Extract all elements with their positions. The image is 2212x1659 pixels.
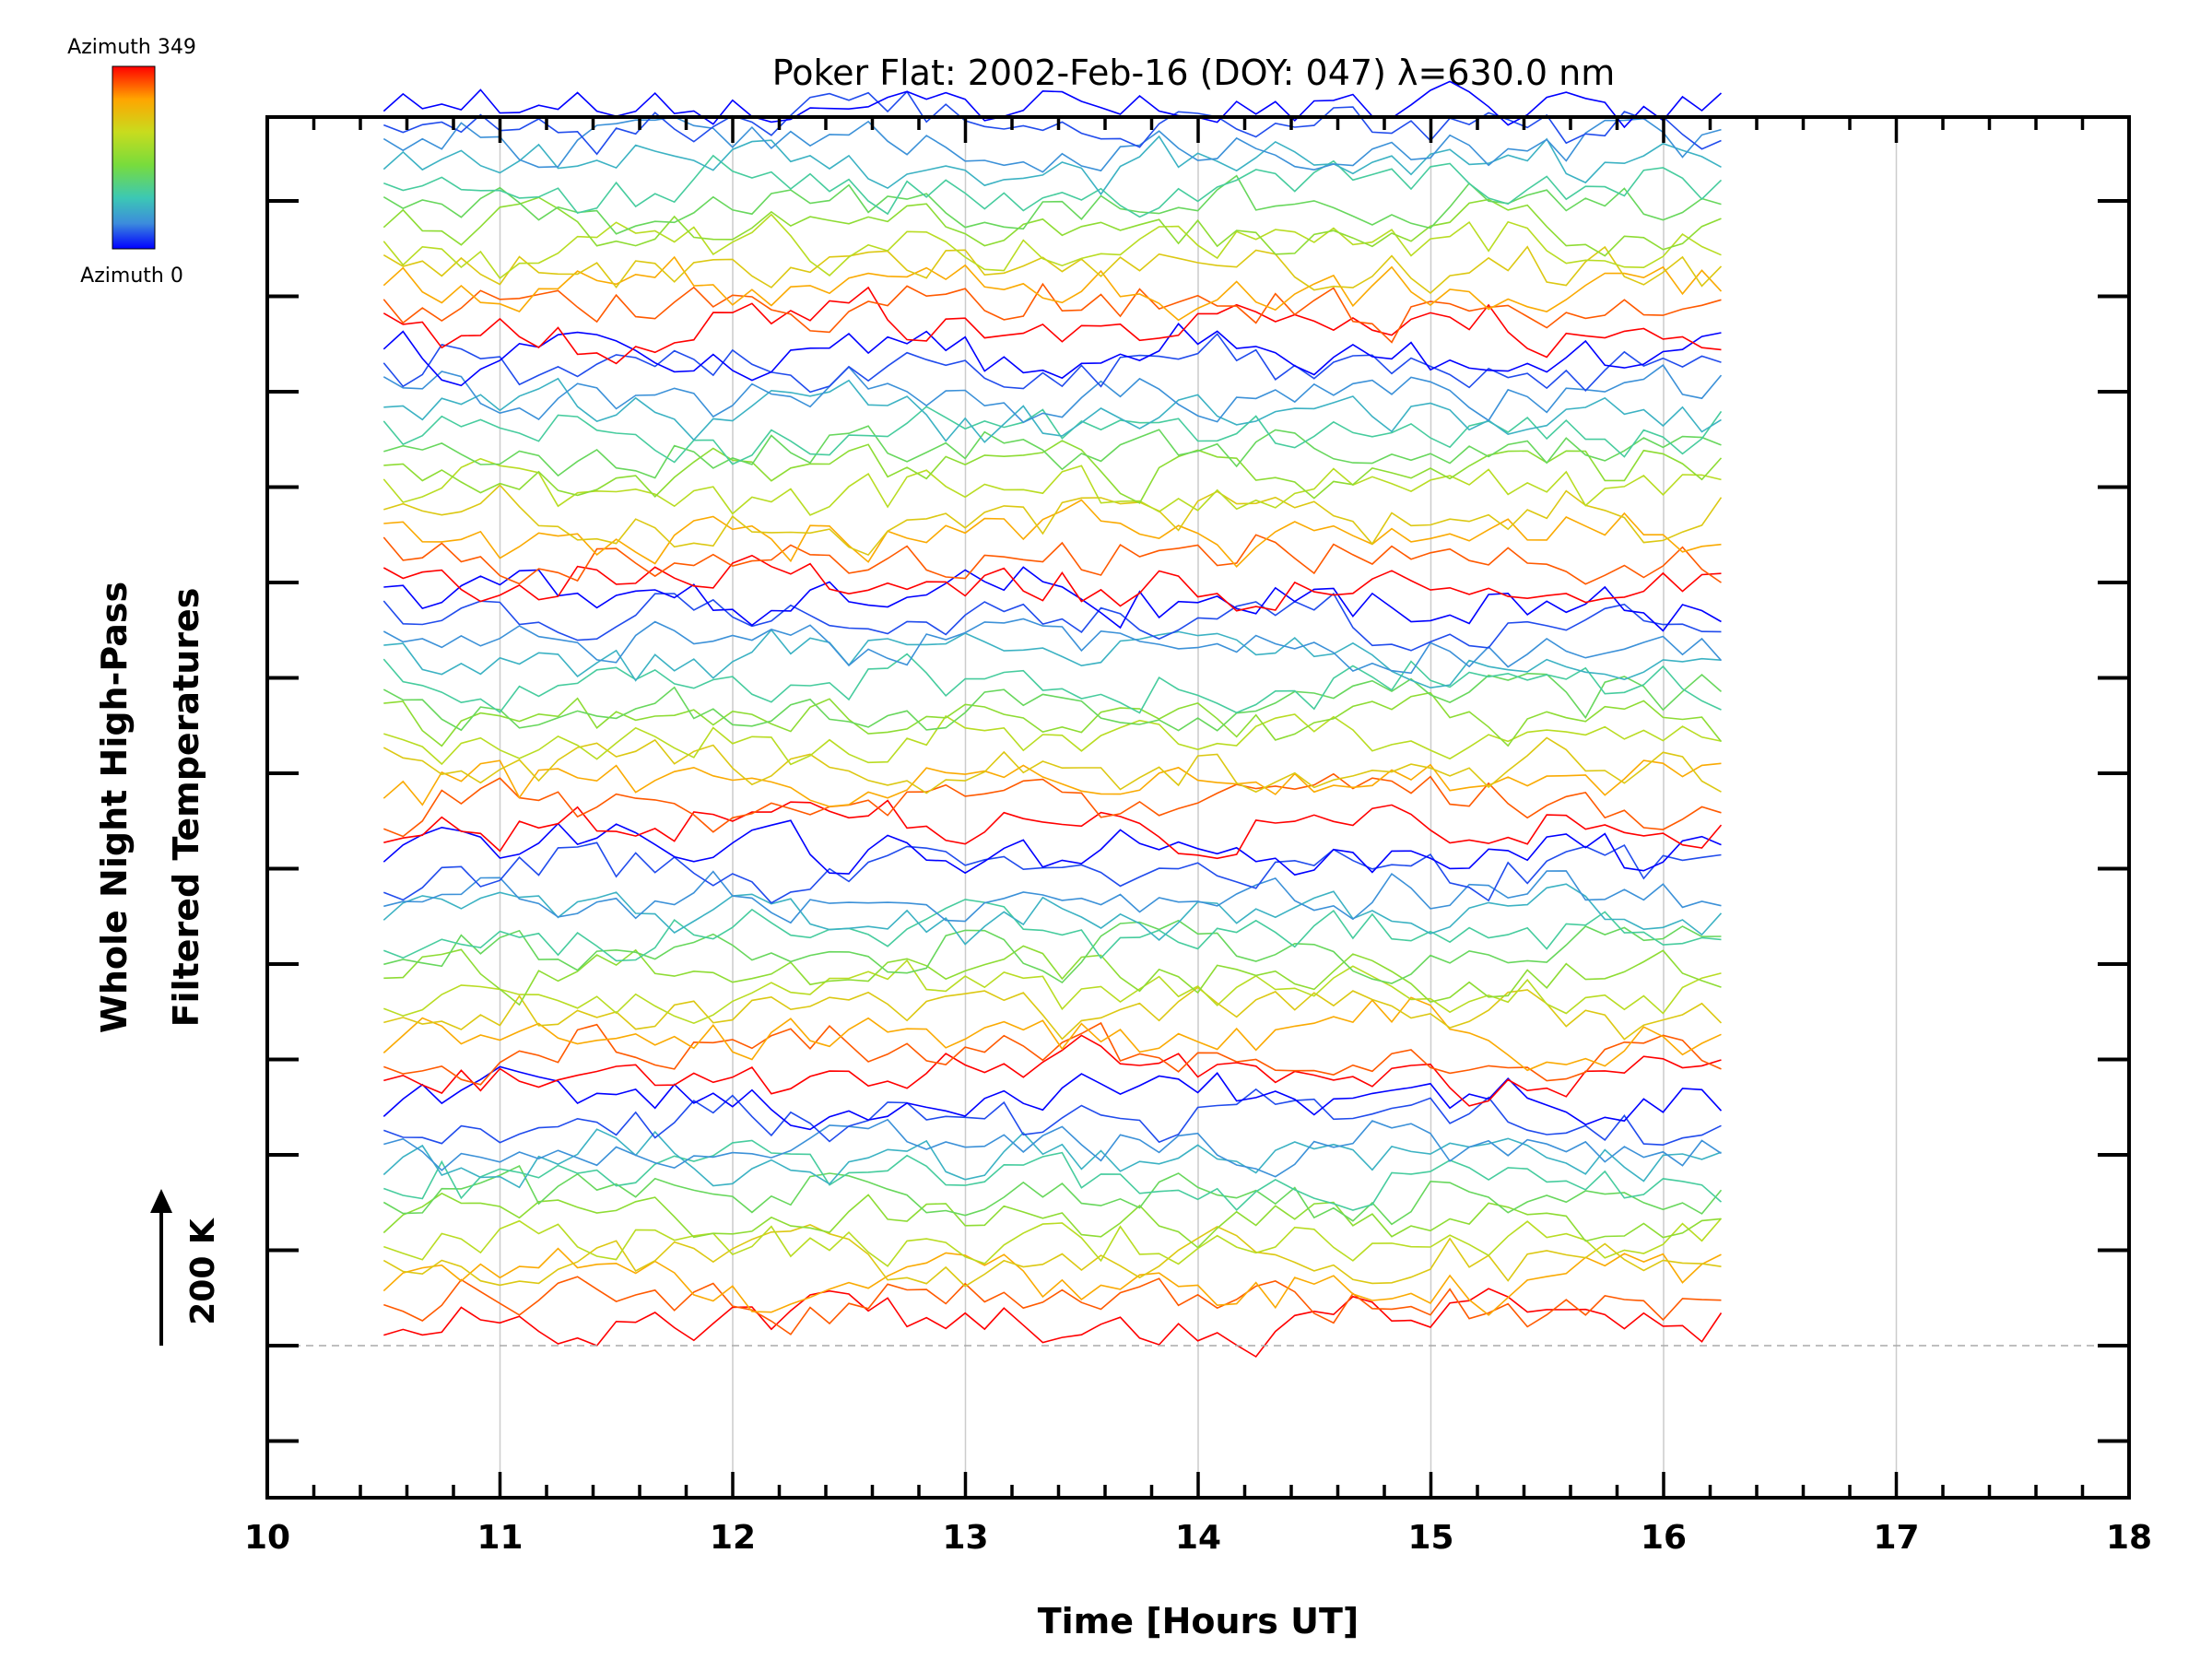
y-axis-label-line1: Whole Night High-Pass — [94, 582, 135, 1033]
series-layer — [382, 80, 1723, 1359]
scale-bar-arrowhead — [150, 1189, 172, 1213]
series-line — [383, 870, 1722, 924]
series-line — [383, 499, 1722, 568]
series-line — [383, 945, 1722, 1006]
x-tick-label: 16 — [1641, 1519, 1687, 1557]
series-line — [382, 196, 1722, 257]
series-line — [382, 534, 1722, 585]
series-line — [383, 484, 1723, 557]
x-tick-label: 18 — [2106, 1519, 2152, 1557]
series-line — [382, 457, 1722, 516]
series-line — [383, 1034, 1722, 1107]
series-line — [382, 174, 1722, 235]
series-line — [382, 1065, 1723, 1131]
x-tick-label: 13 — [942, 1519, 988, 1557]
series-line — [382, 1164, 1723, 1226]
series-line — [382, 592, 1722, 652]
series-line — [382, 996, 1722, 1072]
series-line — [382, 245, 1723, 295]
grid-lines — [499, 117, 1898, 1498]
series-line — [383, 90, 1722, 156]
ticks-layer — [265, 117, 2131, 1498]
series-line — [382, 255, 1723, 322]
series-line — [382, 1128, 1722, 1189]
scale-bar: 200 K — [150, 1189, 222, 1346]
series-line — [382, 672, 1723, 732]
series-line — [382, 364, 1723, 424]
series-line — [383, 986, 1723, 1041]
series-line — [382, 1224, 1722, 1288]
series-line — [383, 440, 1723, 504]
series-line — [382, 819, 1722, 877]
series-line — [383, 1288, 1723, 1359]
x-tick-label: 17 — [1873, 1519, 1919, 1557]
series-line — [382, 883, 1723, 946]
x-tick-label: 11 — [477, 1519, 523, 1557]
colorbar-gradient — [112, 65, 156, 250]
x-tick-label: 14 — [1175, 1519, 1221, 1557]
series-line — [383, 1218, 1723, 1267]
series-line — [383, 425, 1722, 479]
colorbar-top-label: Azimuth 349 — [67, 36, 196, 59]
chart-title: Poker Flat: 2002-Feb-16 (DOY: 047) λ=630… — [772, 53, 1616, 93]
series-line — [383, 691, 1723, 747]
colorbar-bottom-label: Azimuth 0 — [80, 265, 183, 288]
series-line — [382, 135, 1722, 196]
series-line — [382, 759, 1722, 807]
colorbar: Azimuth 349 Azimuth 0 — [67, 36, 196, 288]
series-line — [383, 959, 1722, 1025]
series-line — [383, 772, 1722, 838]
x-tick-labels: 10 11 12 13 14 15 16 17 18 — [244, 1519, 2152, 1557]
series-line — [383, 899, 1722, 962]
series-line — [382, 286, 1722, 365]
series-line — [383, 377, 1722, 443]
series-line — [383, 919, 1722, 984]
series-line — [383, 1276, 1722, 1335]
series-line — [383, 154, 1723, 218]
series-line — [382, 333, 1722, 394]
series-line — [383, 841, 1722, 904]
series-line — [382, 213, 1722, 280]
scale-bar-label: 200 K — [184, 1218, 222, 1325]
y-axis-label-line2: Filtered Temperatures — [166, 588, 206, 1028]
x-tick-label: 12 — [710, 1519, 756, 1557]
series-line — [382, 323, 1722, 387]
series-line — [383, 1021, 1722, 1086]
series-line — [382, 282, 1722, 344]
series-line — [382, 554, 1722, 612]
series-line — [383, 799, 1723, 860]
series-line — [383, 629, 1722, 689]
series-line — [383, 713, 1722, 766]
series-line — [383, 1088, 1722, 1147]
series-line — [382, 736, 1722, 794]
series-line — [382, 618, 1723, 675]
series-line — [382, 1247, 1722, 1316]
series-line — [383, 1139, 1723, 1211]
x-tick-label: 10 — [244, 1519, 290, 1557]
series-line — [382, 1192, 1722, 1249]
series-line — [382, 116, 1722, 173]
series-line — [382, 653, 1722, 714]
x-axis-label: Time [Hours UT] — [1038, 1601, 1359, 1641]
x-tick-label: 15 — [1407, 1519, 1453, 1557]
series-line — [383, 566, 1722, 632]
series-line — [383, 1118, 1722, 1178]
